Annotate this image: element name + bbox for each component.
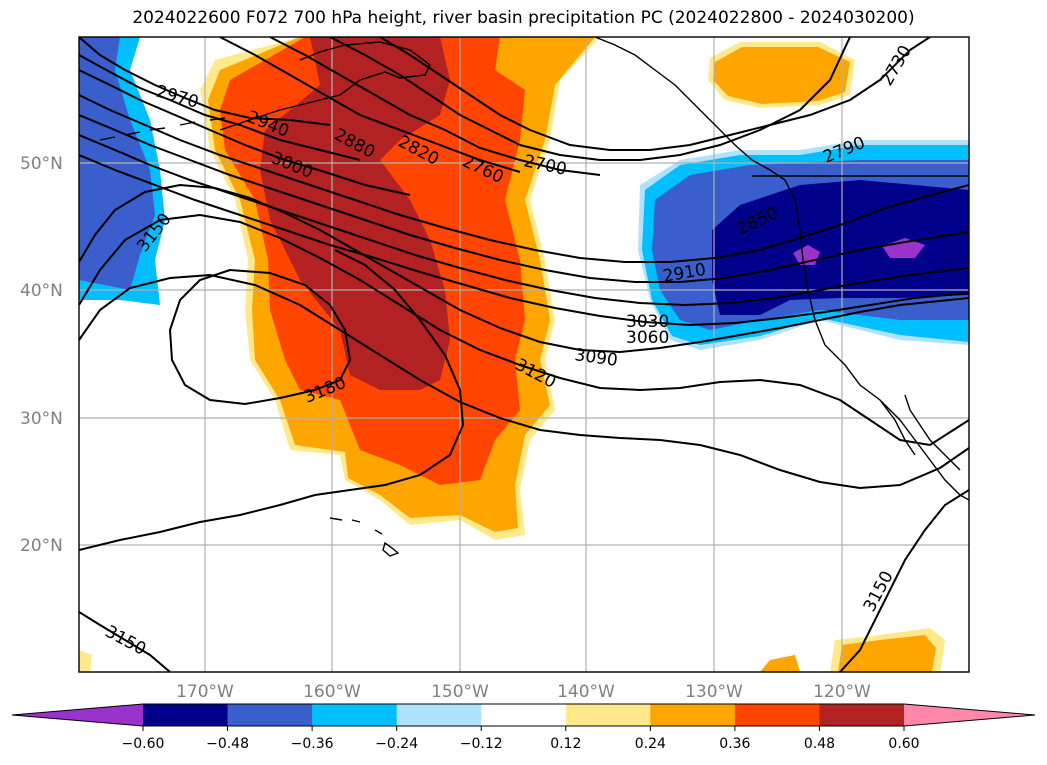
colorbar-tick-label: 0.24 — [635, 736, 666, 752]
colorbar-segment — [734, 704, 820, 726]
lon-label: 170°W — [176, 682, 234, 702]
lon-label: 120°W — [813, 682, 871, 702]
negative-anomaly-east-navy — [712, 180, 969, 315]
positive-anomaly-darkred — [260, 37, 450, 390]
lon-label: 130°W — [685, 682, 743, 702]
colorbar-tick-label: 0.36 — [719, 736, 750, 752]
contour-label: 3090 — [573, 345, 619, 371]
colorbar-tick-label: 0.12 — [550, 736, 581, 752]
colorbar-segment — [227, 704, 313, 726]
precipitation-fill — [79, 37, 969, 672]
graticule — [79, 37, 969, 672]
longitude-labels: 170°W 160°W 150°W 140°W 130°W 120°W — [176, 682, 871, 702]
coastlines — [99, 37, 969, 557]
positive-anomaly-southwest-edge — [79, 650, 92, 672]
colorbar-segment — [481, 704, 567, 726]
colorbar-tick-label: −0.24 — [375, 736, 418, 752]
map-frame — [78, 36, 970, 673]
contour-label: 3030 — [626, 312, 669, 332]
aleutian-islands — [99, 117, 226, 141]
contour-label: 3150 — [860, 568, 898, 616]
contour-label: 3060 — [626, 328, 669, 348]
lat-label: 30°N — [20, 409, 63, 429]
negative-anomaly-east-purple-2 — [882, 238, 925, 258]
hawaii — [329, 517, 400, 557]
colorbar-tick-label: −0.48 — [206, 736, 249, 752]
alaska-coast — [219, 41, 431, 131]
contour-label: 3150 — [102, 622, 150, 660]
baja-california — [879, 399, 916, 456]
colorbar-segment — [565, 704, 651, 726]
colorbar-tick-label: −0.36 — [291, 736, 334, 752]
colorbar-segment — [143, 704, 229, 726]
lon-label: 160°W — [303, 682, 361, 702]
lat-label: 40°N — [20, 281, 63, 301]
positive-anomaly-northeast-core — [713, 47, 850, 104]
colorbar-segment — [650, 704, 736, 726]
colorbar-segment — [312, 704, 398, 726]
lat-label: 20°N — [20, 536, 63, 556]
lon-label: 150°W — [431, 682, 489, 702]
colorbar-extend-max — [904, 704, 1035, 726]
north-america-coast — [594, 37, 969, 501]
positive-anomaly-south — [760, 655, 800, 672]
height-contours — [79, 37, 969, 672]
lon-label: 140°W — [557, 682, 615, 702]
colorbar-segment — [396, 704, 482, 726]
colorbar-segment — [819, 704, 905, 726]
map-title: 2024022600 F072 700 hPa height, river ba… — [132, 8, 915, 28]
colorbar-tick-label: −0.60 — [122, 736, 165, 752]
colorbar: −0.60 −0.48 −0.36 −0.24 −0.12 0.12 0.24 0.36 0.4… — [11, 703, 1036, 752]
colorbar-tick-label: −0.12 — [460, 736, 503, 752]
colorbar-extend-min — [12, 704, 143, 726]
colorbar-tick-label: 0.48 — [804, 736, 835, 752]
baja-peninsula — [904, 394, 961, 471]
contour-label: 2730 — [877, 42, 916, 89]
colorbar-tick-label: 0.60 — [888, 736, 919, 752]
lat-label: 50°N — [20, 154, 63, 174]
latitude-labels: 50°N 40°N 30°N 20°N — [20, 154, 63, 556]
